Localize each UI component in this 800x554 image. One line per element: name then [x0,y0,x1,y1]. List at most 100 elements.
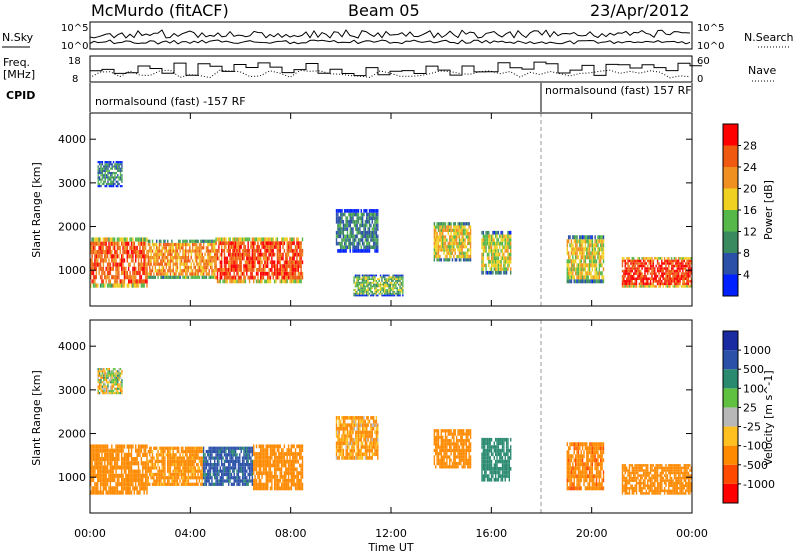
velocity-echo-cell [195,453,198,457]
power-echo-cell [624,264,626,268]
power-echo-cell [133,262,136,267]
power-echo-cell [349,238,351,242]
power-echo-cell [658,282,660,286]
power-echo-cell [593,247,595,252]
power-echo-cell [202,265,205,270]
power-echo-cell [140,279,143,284]
power-echo-cell [215,256,217,261]
velocity-echo-cell [223,449,226,454]
power-echo-cell [391,294,393,297]
power-echo-cell [113,237,116,242]
power-echo-cell [497,256,500,261]
power-echo-cell [301,248,304,253]
velocity-echo-cell [157,449,159,454]
power-echo-cell [489,234,491,239]
power-echo-cell [353,241,356,246]
power-echo-cell [656,280,659,283]
power-echo-cell [239,264,241,269]
velocity-echo-cell [232,463,234,467]
power-echo-cell [468,222,470,226]
power-echo-cell [272,260,274,265]
velocity-echo-cell [136,473,138,478]
velocity-echo-cell [117,374,119,377]
power-echo-cell [462,241,465,246]
power-echo-cell [106,275,109,280]
power-echo-cell [658,262,660,265]
power-echo-cell [253,252,255,257]
power-echo-cell [299,271,301,276]
power-echo-cell [92,237,95,242]
power-echo-cell [254,275,256,280]
velocity-echo-cell [178,469,180,473]
velocity-echo-cell [167,482,169,486]
velocity-echo-cell [100,374,102,377]
power-echo-cell [155,256,158,260]
power-echo-cell [133,249,136,255]
power-echo-cell [462,251,465,255]
power-echo-cell [299,256,301,261]
power-echo-cell [386,283,389,286]
velocity-echo-cell [187,466,190,470]
velocity-echo-cell [222,476,224,480]
velocity-echo-cell [99,448,102,453]
power-echo-cell [668,269,670,273]
velocity-echo-cell [158,482,161,486]
velocity-echo-cell [211,476,213,480]
power-echo-cell [435,225,437,229]
power-echo-cell [402,278,404,281]
power-echo-cell [146,270,148,276]
power-echo-cell [158,265,161,270]
power-echo-cell [105,165,108,168]
velocity-echo-cell [98,444,100,449]
power-echo-cell [598,251,601,256]
velocity-echo-cell [113,477,116,483]
velocity-echo-cell [255,455,258,460]
power-echo-cell [686,259,688,263]
velocity-echo-cell [94,473,96,478]
power-echo-cell [627,262,629,265]
power-echo-cell [190,256,192,260]
velocity-echo-cell [140,456,143,462]
power-echo-cell [95,241,98,246]
velocity-echo-cell [151,449,154,454]
power-echo-cell [168,265,170,270]
power-echo-cell [226,279,228,284]
power-echo-cell [132,249,134,255]
freq-panel-frame [89,55,693,83]
velocity-echo-cell [229,466,231,470]
power-echo-cell [363,245,365,250]
power-echo-cell [395,292,397,295]
power-echo-cell [204,239,206,243]
power-echo-cell [364,223,367,228]
power-echo-cell [349,212,351,217]
power-echo-cell [338,249,340,253]
power-echo-cell [297,252,300,257]
power-echo-cell [462,235,465,239]
power-echo-cell [396,292,398,295]
power-echo-cell [621,285,624,288]
velocity-echo-cell [194,469,196,473]
power-echo-cell [335,212,338,217]
power-echo-cell [567,251,570,256]
velocity-echo-cell [100,370,102,373]
power-echo-cell [114,176,116,179]
power-echo-cell [460,251,462,255]
power-echo-cell [115,266,117,271]
velocity-echo-cell [243,453,245,457]
power-echo-cell [253,279,255,284]
power-echo-cell [300,271,302,276]
velocity-echo-cell [122,473,124,478]
velocity-echo-cell [111,385,113,388]
power-echo-cell [186,239,188,243]
power-echo-cell [377,245,379,250]
power-echo-cell [143,254,145,259]
power-echo-cell [573,267,575,272]
power-echo-cell [125,241,127,246]
velocity-echo-cell [162,453,165,457]
power-echo-cell [265,279,267,284]
power-echo-cell [200,252,202,257]
power-echo-cell [207,242,209,247]
power-echo-cell [601,275,603,280]
velocity-echo-cell [102,469,105,474]
power-echo-cell [586,275,588,280]
